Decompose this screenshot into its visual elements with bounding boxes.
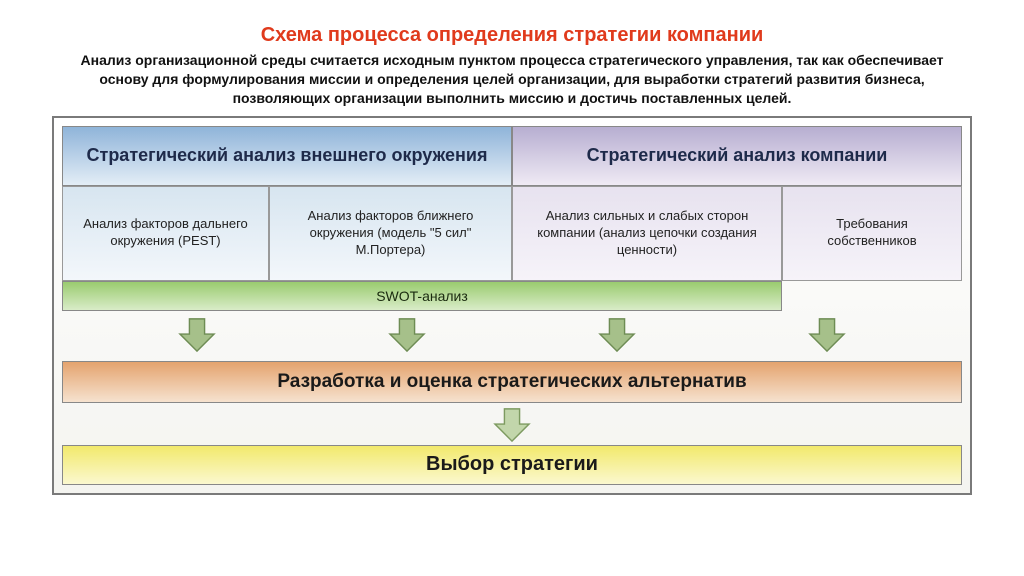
swot-label: SWOT-анализ: [376, 288, 468, 304]
cell-porter: Анализ факторов ближнего окружения (моде…: [269, 186, 512, 281]
diagram-subtitle: Анализ организационной среды считается и…: [0, 47, 1024, 116]
diagram-title: Схема процесса определения стратегии ком…: [0, 0, 1024, 47]
arrow-down-icon: [493, 407, 531, 443]
header-external-analysis: Стратегический анализ внешнего окружения: [62, 126, 512, 186]
single-arrow-row: [62, 403, 962, 445]
arrows-row: [62, 311, 962, 361]
arrow-down-icon: [808, 317, 846, 353]
arrow-down-icon: [388, 317, 426, 353]
arrow-down-icon: [598, 317, 636, 353]
swot-row: SWOT-анализ: [62, 281, 782, 311]
cell-pest: Анализ факторов дальнего окружения (PEST…: [62, 186, 269, 281]
analysis-cells-row: Анализ факторов дальнего окружения (PEST…: [62, 186, 962, 281]
cell-strengths-weaknesses: Анализ сильных и слабых сторон компании …: [512, 186, 782, 281]
strategy-choice-row: Выбор стратегии: [62, 445, 962, 485]
top-headers-row: Стратегический анализ внешнего окружения…: [62, 126, 962, 186]
cell-owners-requirements: Требования собственников: [782, 186, 962, 281]
header-company-analysis: Стратегический анализ компании: [512, 126, 962, 186]
alternatives-row: Разработка и оценка стратегических альте…: [62, 361, 962, 403]
strategy-diagram: Стратегический анализ внешнего окружения…: [52, 116, 972, 495]
arrow-down-icon: [178, 317, 216, 353]
